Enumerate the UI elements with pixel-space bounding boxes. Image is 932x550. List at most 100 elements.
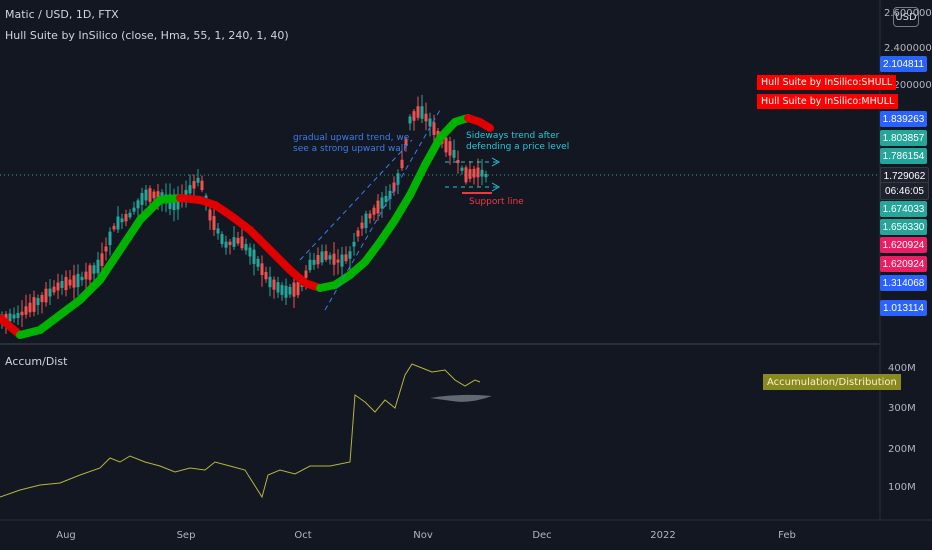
candle-body [388, 190, 392, 200]
hull-ribbon-segment [391, 191, 414, 224]
candle-body [380, 197, 384, 209]
currency-button[interactable]: USD [893, 7, 919, 27]
hull-ribbon-segment [136, 196, 164, 224]
candle-body [220, 234, 224, 244]
candle-body [284, 285, 288, 298]
upward-trend-note[interactable]: gradual upward trend, we see a strong up… [293, 133, 410, 154]
candle-body [12, 314, 16, 319]
candle-body [276, 282, 280, 293]
hull-ribbon-segment [376, 216, 399, 246]
time-label: Nov [413, 530, 433, 541]
candle-body [372, 207, 376, 215]
hull-ribbon-segment [116, 216, 144, 254]
candle-body [420, 106, 424, 119]
candle-body [28, 302, 32, 313]
candle-body [320, 251, 324, 263]
hull-ribbon-segment [361, 238, 384, 266]
price-tick: 2.600000 [884, 8, 932, 19]
time-label: Dec [532, 530, 552, 541]
candle-body [248, 247, 252, 257]
hull-ribbon-segment [421, 134, 444, 169]
candle-body [424, 113, 428, 122]
sideways-trend-note[interactable]: Sideways trend after defending a price l… [466, 131, 570, 152]
candle-body [32, 297, 36, 312]
candle-body [432, 122, 436, 136]
time-label: Oct [294, 530, 312, 541]
candle-body [116, 216, 120, 230]
candle-body [48, 288, 52, 297]
candle-body [460, 167, 464, 171]
candle-body [364, 213, 368, 228]
candle-body [296, 281, 300, 296]
candle-body [308, 259, 312, 271]
support-line-note[interactable]: Support line [469, 197, 524, 207]
trend-line-upper [299, 139, 413, 261]
candle-body [120, 218, 124, 223]
candle-body [132, 207, 136, 212]
candle-body [252, 249, 256, 264]
ad-shape-drawing [430, 394, 492, 402]
hull-ribbon-segment [246, 226, 274, 254]
price-label: 1.839263 [880, 111, 927, 127]
price-label: 1.314068 [880, 275, 927, 291]
candle-body [336, 259, 340, 263]
candle-body [240, 236, 244, 249]
candle-body [144, 189, 148, 201]
candle-body [60, 281, 64, 288]
candle-body [292, 282, 296, 297]
candle-body [280, 285, 284, 295]
candle-body [40, 294, 44, 303]
candle-body [260, 263, 264, 276]
hull-ribbon-segment [266, 246, 294, 274]
mhull-tag: Hull Suite by InSilico:MHULL [757, 94, 899, 109]
candle-body [208, 209, 212, 221]
candle-body [452, 149, 456, 158]
candle-body [104, 246, 108, 252]
candle-body [184, 190, 188, 198]
candle-body [412, 111, 416, 121]
candle-body [360, 222, 364, 229]
candle-body [20, 311, 24, 316]
candle-body [256, 258, 260, 267]
candle-body [288, 286, 292, 295]
candle-body [136, 200, 140, 209]
candle-body [228, 241, 232, 245]
candle-body [8, 313, 12, 322]
candle-body [152, 191, 156, 199]
candle-body [140, 193, 144, 205]
candle-body [112, 225, 116, 230]
hull-ribbon-segment [406, 161, 429, 199]
candle-body [404, 138, 408, 146]
accum-dist-line [0, 363, 481, 499]
indicator-legend[interactable]: Hull Suite by InSilico (close, Hma, 55, … [5, 29, 289, 42]
candle-body [96, 259, 100, 274]
candle-body [340, 254, 344, 267]
candle-body [428, 118, 432, 127]
ad-tick: 100M [888, 482, 916, 493]
price-label: 1.786154 [880, 148, 927, 164]
hull-ribbon-segment [36, 311, 64, 334]
candle-body [232, 237, 236, 247]
candle-body [332, 253, 336, 265]
candle-body [352, 241, 356, 247]
candle-body [52, 286, 56, 293]
candle-body [24, 306, 28, 315]
candle-body [348, 251, 352, 259]
candle-body [328, 255, 332, 260]
candle-body [200, 180, 204, 191]
candle-body [44, 288, 48, 303]
candle-body [448, 141, 452, 156]
candle-body [16, 313, 20, 318]
candle-body [64, 276, 68, 291]
accum-dist-label[interactable]: Accum/Dist [5, 355, 68, 368]
candle-body [224, 241, 228, 248]
candle-body [368, 213, 372, 219]
candle-body [484, 174, 488, 178]
hull-ribbon-segment [76, 276, 104, 304]
price-label: 1.674033 [880, 201, 927, 217]
candle-body [384, 195, 388, 203]
candle-body [36, 298, 40, 305]
candle-body [324, 251, 328, 260]
candle-body [212, 216, 216, 230]
